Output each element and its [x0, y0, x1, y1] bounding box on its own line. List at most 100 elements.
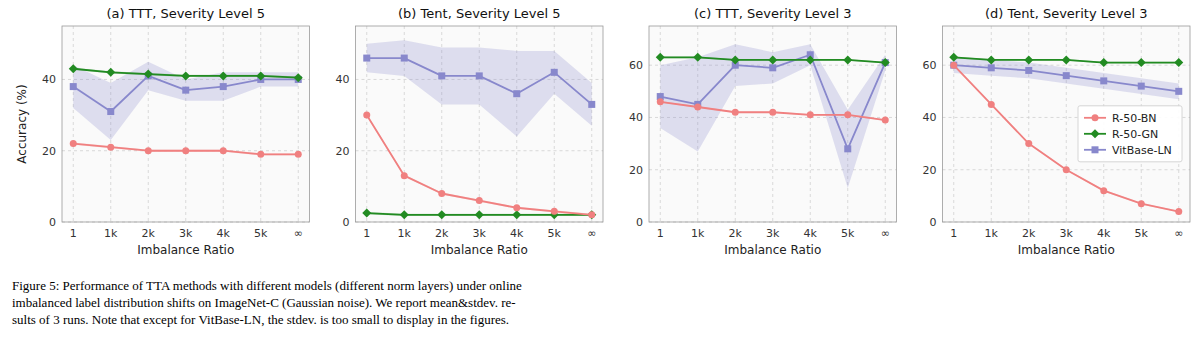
marker [400, 210, 409, 219]
series-line [660, 102, 885, 120]
marker [949, 53, 958, 62]
marker [1063, 72, 1070, 79]
marker [513, 204, 520, 211]
plot-background [943, 26, 1191, 222]
x-tick-label: ∞ [881, 227, 890, 240]
marker [1062, 55, 1071, 64]
marker [1025, 67, 1032, 74]
marker [438, 72, 445, 79]
y-tick-label: 20 [629, 164, 643, 177]
y-tick-label: 0 [930, 216, 937, 229]
marker [769, 64, 776, 71]
x-tick-label: 1 [70, 227, 77, 240]
marker [512, 210, 521, 219]
marker [256, 71, 265, 80]
grid-line [223, 26, 224, 222]
x-tick-label: 4k [804, 227, 818, 240]
caption-line: imbalanced label distribution shifts on … [12, 295, 516, 310]
x-tick-label: 3k [766, 227, 780, 240]
x-tick-label: 3k [1060, 227, 1074, 240]
grid-line [1066, 26, 1067, 222]
marker [438, 190, 445, 197]
x-tick-label: 5k [1135, 227, 1149, 240]
legend: R-50-BNR-50-GNVitBase-LN [1078, 106, 1182, 162]
x-tick-label: 4k [510, 227, 524, 240]
grid-line [185, 26, 186, 222]
std-band [367, 40, 592, 136]
data-area [362, 40, 596, 219]
marker [551, 208, 558, 215]
subplot: 0204011k2k3k4k5k∞(b) Tent, Severity Leve… [336, 6, 604, 257]
marker [1063, 166, 1070, 173]
marker [807, 111, 814, 118]
marker [1175, 208, 1182, 215]
series-line [73, 144, 298, 155]
data-area [656, 44, 890, 188]
x-tick-label: 5k [841, 227, 855, 240]
x-tick-label: 2k [1022, 227, 1036, 240]
x-tick-label: 1k [104, 227, 118, 240]
x-tick-label: 2k [435, 227, 449, 240]
marker [1174, 58, 1183, 67]
series-line [954, 65, 1179, 211]
marker [362, 209, 371, 218]
marker [294, 73, 303, 82]
std-band [954, 64, 1179, 212]
x-tick-label: 3k [473, 227, 487, 240]
title: (d) Tent, Severity Level 3 [985, 6, 1147, 21]
subplot: 0204011k2k3k4k5k∞(a) TTT, Severity Level… [15, 6, 310, 257]
marker [881, 58, 890, 67]
grid-line [73, 26, 74, 222]
y-tick-label: 0 [636, 216, 643, 229]
marker [295, 151, 302, 158]
marker [257, 151, 264, 158]
marker [220, 147, 227, 154]
legend-label: R-50-GN [1112, 128, 1158, 141]
legend-marker [1091, 129, 1100, 138]
std-band [660, 44, 885, 188]
y-tick-label: 20 [336, 145, 350, 158]
marker [145, 147, 152, 154]
x-tick-label: 1k [985, 227, 999, 240]
marker [182, 147, 189, 154]
marker [475, 210, 484, 219]
marker [107, 144, 114, 151]
marker [70, 83, 77, 90]
x-tick-label: ∞ [294, 227, 303, 240]
x-tick-label: 5k [548, 227, 562, 240]
y-tick-label: 40 [923, 111, 937, 124]
grid-line [356, 150, 604, 151]
marker [181, 71, 190, 80]
series-line [954, 65, 1179, 91]
title: (b) Tent, Severity Level 5 [398, 6, 560, 21]
subplot: 020406011k2k3k4k5k∞(c) TTT, Severity Lev… [629, 6, 897, 257]
caption: Figure 5: Performance of TTA methods wit… [12, 278, 522, 327]
x-tick-label: ∞ [1174, 227, 1183, 240]
x-tick-label: 4k [1097, 227, 1111, 240]
marker [769, 109, 776, 116]
marker [656, 53, 665, 62]
marker [882, 117, 889, 124]
marker [182, 87, 189, 94]
std-band [367, 114, 592, 216]
marker [220, 83, 227, 90]
marker [1100, 187, 1107, 194]
marker [1138, 200, 1145, 207]
marker [844, 145, 851, 152]
x-axis-label: Imbalance Ratio [1018, 243, 1115, 257]
legend-marker [1092, 114, 1099, 121]
y-tick-label: 40 [42, 73, 56, 86]
marker [1175, 88, 1182, 95]
series-line [660, 55, 885, 149]
x-axis-label: Imbalance Ratio [431, 243, 528, 257]
x-tick-label: 2k [729, 227, 743, 240]
y-tick-label: 0 [343, 216, 350, 229]
marker [657, 98, 664, 105]
marker [401, 172, 408, 179]
title: (c) TTT, Severity Level 3 [694, 6, 852, 21]
std-band [73, 143, 298, 156]
marker [69, 64, 78, 73]
marker [987, 55, 996, 64]
marker [363, 55, 370, 62]
x-tick-label: 1 [363, 227, 370, 240]
